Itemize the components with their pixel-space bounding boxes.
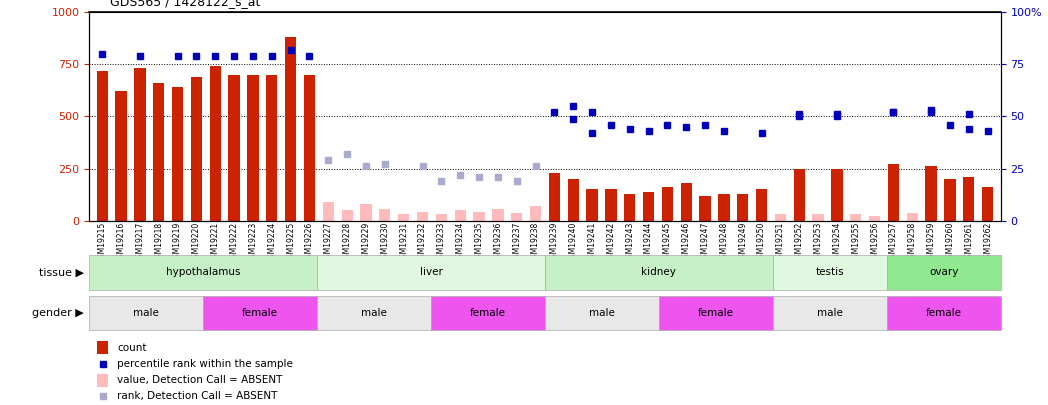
Bar [718,194,729,221]
Bar [96,374,109,387]
Bar [89,296,203,330]
Bar [511,213,522,221]
Bar [699,196,711,221]
Bar [172,87,183,221]
Bar [772,255,887,290]
Bar [737,194,748,221]
Text: count: count [117,343,147,353]
Bar [493,209,503,221]
Bar [96,341,109,354]
Bar [642,192,654,221]
Bar [812,215,824,221]
Bar [907,213,918,221]
Text: kidney: kidney [641,267,676,277]
Bar [850,215,861,221]
Bar [963,177,975,221]
Bar [89,255,316,290]
Text: ovary: ovary [930,267,959,277]
Text: male: male [133,308,159,318]
Bar [474,212,484,221]
Bar [304,75,315,221]
Text: percentile rank within the sample: percentile rank within the sample [117,359,292,369]
Bar [831,168,843,221]
Bar [134,68,146,221]
Bar [398,215,410,221]
Bar [361,204,372,221]
Bar [624,194,635,221]
Bar [316,296,431,330]
Bar [606,190,616,221]
Bar [228,75,240,221]
Bar [316,255,545,290]
Text: GDS565 / 1428122_s_at: GDS565 / 1428122_s_at [110,0,260,8]
Text: male: male [589,308,615,318]
Bar [888,164,899,221]
Bar [342,210,353,221]
Bar [266,75,278,221]
Bar [323,202,334,221]
Bar [793,168,805,221]
Bar [887,296,1001,330]
Bar [455,210,466,221]
Bar [756,190,767,221]
Bar [774,215,786,221]
Bar [96,70,108,221]
Bar [247,75,259,221]
Text: testis: testis [815,267,845,277]
Bar [944,179,956,221]
Text: female: female [470,308,506,318]
Text: male: male [817,308,843,318]
Bar [887,255,1001,290]
Bar [115,92,127,221]
Bar [530,206,541,221]
Bar [568,179,578,221]
Bar [436,215,447,221]
Bar [210,66,221,221]
Bar [545,255,772,290]
Bar [925,166,937,221]
Bar [545,296,659,330]
Text: tissue ▶: tissue ▶ [39,267,84,277]
Text: hypothalamus: hypothalamus [166,267,240,277]
Text: gender ▶: gender ▶ [32,308,84,318]
Bar [285,37,297,221]
Text: value, Detection Call = ABSENT: value, Detection Call = ABSENT [117,375,282,385]
Bar [680,183,692,221]
Text: liver: liver [419,267,442,277]
Bar [153,83,165,221]
Bar [191,77,202,221]
Text: female: female [698,308,734,318]
Bar [379,209,391,221]
Bar [661,188,673,221]
Text: rank, Detection Call = ABSENT: rank, Detection Call = ABSENT [117,391,278,401]
Text: female: female [925,308,962,318]
Bar [982,188,994,221]
Bar [417,212,429,221]
Bar [431,296,545,330]
Bar [659,296,772,330]
Bar [869,215,880,221]
Text: male: male [362,308,387,318]
Bar [203,296,316,330]
Bar [587,190,597,221]
Bar [772,296,887,330]
Bar [549,173,560,221]
Text: female: female [242,308,278,318]
